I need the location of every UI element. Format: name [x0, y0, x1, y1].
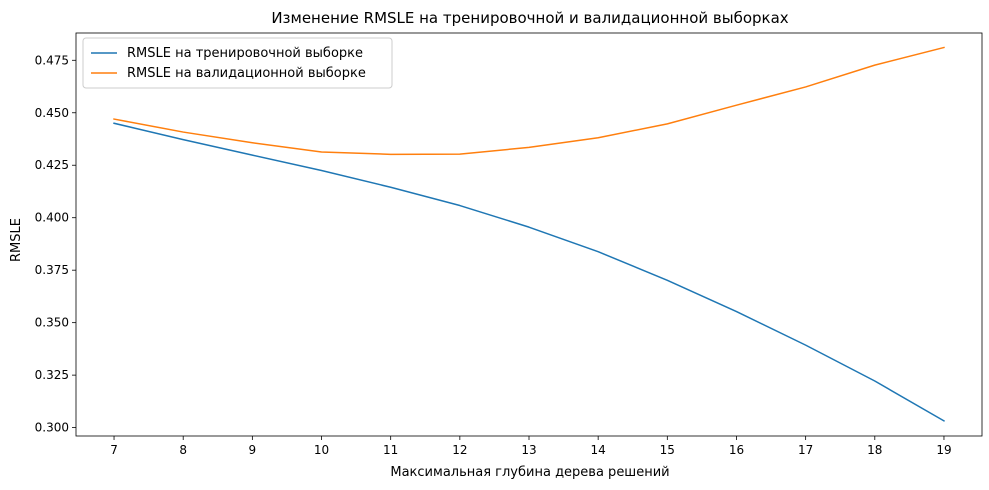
- legend: RMSLE на тренировочной выборке RMSLE на в…: [82, 37, 393, 89]
- legend-frame: [82, 37, 393, 89]
- series-line-validation: [113, 46, 945, 156]
- chart-title: Изменение RMSLE на тренировочной и валид…: [271, 9, 788, 27]
- y-tick-label: 0.375: [35, 263, 69, 277]
- x-tick-label: 18: [867, 443, 882, 457]
- x-tick-label: 12: [452, 443, 467, 457]
- x-tick-label: 19: [936, 443, 951, 457]
- y-tick-label: 0.325: [35, 368, 69, 382]
- plot-area: 7 8 9 10 11 12 13 14 15 16 17 18 19 0.300 0.325 0.350 0.…: [35, 32, 983, 457]
- y-axis-title: RMSLE: [9, 218, 24, 262]
- y-tick-label: 0.300: [35, 421, 69, 435]
- y-tick-label: 0.400: [35, 211, 69, 225]
- x-tick-label: 8: [179, 443, 187, 457]
- y-tick-label: 0.450: [35, 106, 69, 120]
- x-tick-label: 10: [314, 443, 329, 457]
- y-tick-label: 0.350: [35, 316, 69, 330]
- x-tick-label: 9: [249, 443, 257, 457]
- x-tick-label: 11: [383, 443, 398, 457]
- series-line-train: [113, 122, 945, 422]
- axes-frame: [75, 32, 983, 437]
- x-axis-title: Максимальная глубина дерева решений: [390, 465, 669, 480]
- x-tick-label: 17: [798, 443, 813, 457]
- y-tick-label: 0.425: [35, 158, 69, 172]
- legend-label-validation: RMSLE на валидационной выборке: [127, 66, 366, 81]
- legend-label-train: RMSLE на тренировочной выборке: [127, 46, 363, 61]
- x-tick-label: 14: [591, 443, 606, 457]
- x-tick-label: 15: [660, 443, 675, 457]
- x-tick-label: 7: [110, 443, 118, 457]
- y-tick-label: 0.475: [35, 53, 69, 67]
- x-tick-label: 16: [729, 443, 744, 457]
- x-tick-label: 13: [521, 443, 536, 457]
